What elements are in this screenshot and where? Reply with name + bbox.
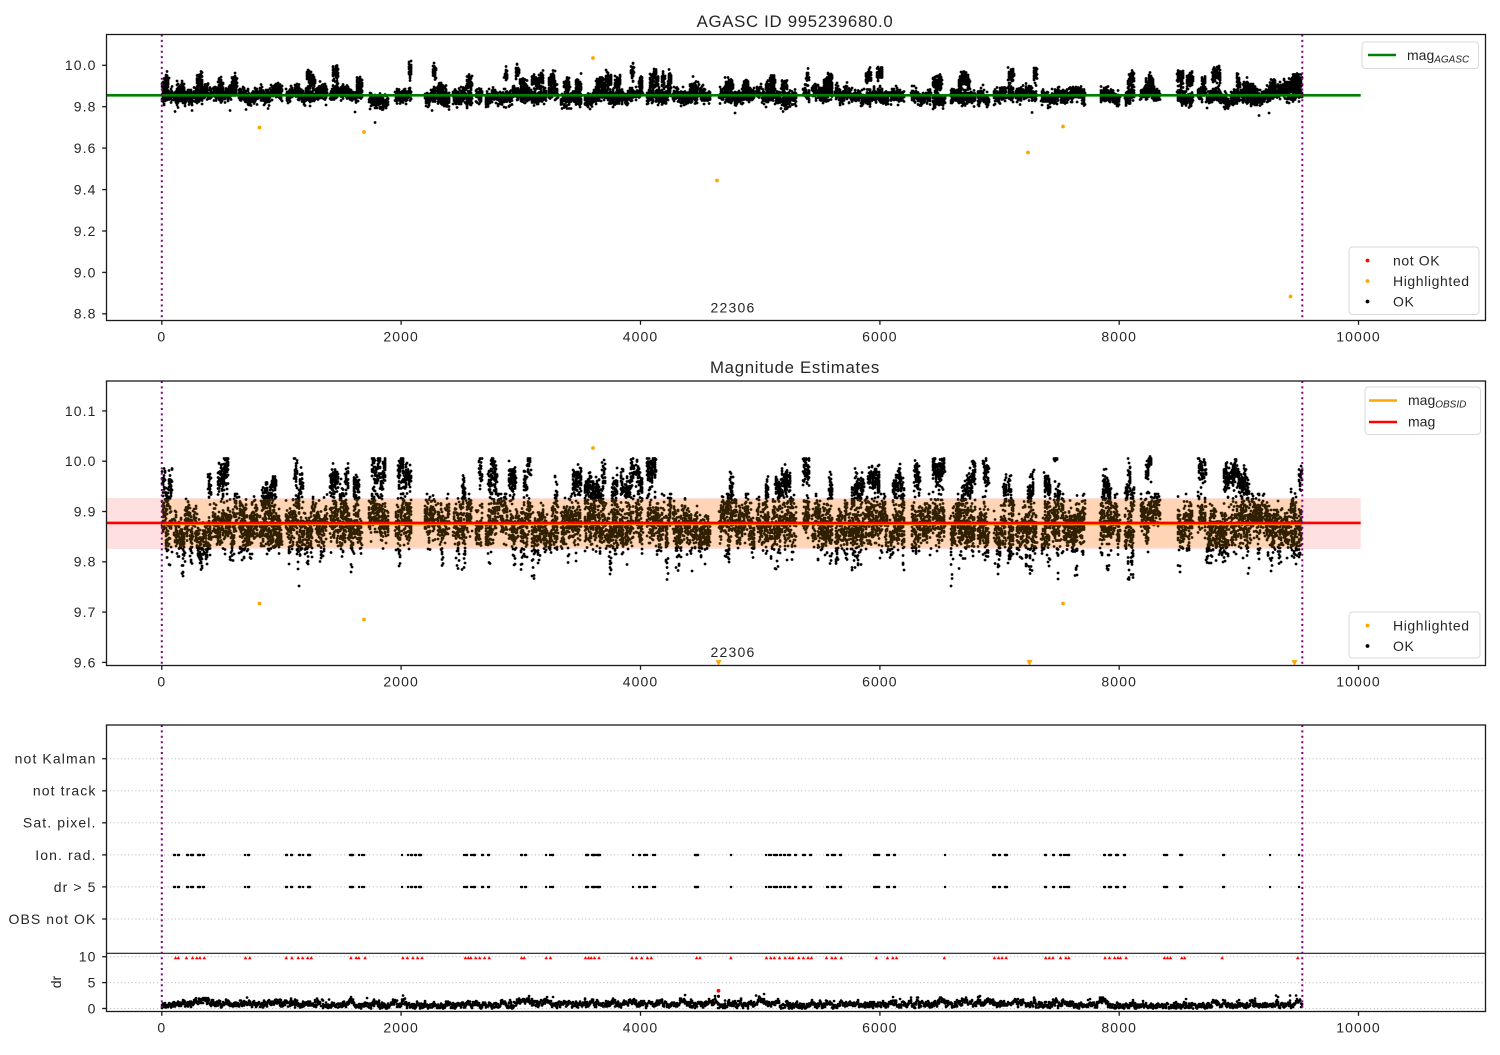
- svg-text:9.6: 9.6: [74, 140, 97, 156]
- svg-text:10: 10: [79, 949, 97, 965]
- svg-text:Sat. pixel.: Sat. pixel.: [23, 815, 97, 831]
- svg-text:Ion. rad.: Ion. rad.: [35, 847, 96, 863]
- svg-text:OK: OK: [1393, 293, 1414, 309]
- svg-text:10.0: 10.0: [65, 57, 97, 73]
- svg-text:2000: 2000: [383, 329, 419, 345]
- svg-text:9.6: 9.6: [74, 654, 97, 670]
- svg-text:OK: OK: [1393, 638, 1414, 654]
- svg-text:8000: 8000: [1101, 1020, 1137, 1036]
- svg-text:6000: 6000: [862, 329, 898, 345]
- svg-text:2000: 2000: [383, 1020, 419, 1036]
- svg-text:8.8: 8.8: [74, 306, 97, 322]
- svg-text:4000: 4000: [623, 329, 659, 345]
- svg-text:10000: 10000: [1336, 1020, 1380, 1036]
- svg-text:not track: not track: [33, 783, 97, 799]
- svg-text:0: 0: [88, 1000, 97, 1016]
- svg-text:9.8: 9.8: [74, 99, 97, 115]
- svg-text:10.0: 10.0: [65, 453, 97, 469]
- svg-text:4000: 4000: [623, 1020, 659, 1036]
- svg-text:dr > 5: dr > 5: [54, 879, 97, 895]
- svg-text:OBS not OK: OBS not OK: [8, 911, 96, 927]
- svg-text:Highlighted: Highlighted: [1393, 617, 1470, 633]
- svg-text:22306: 22306: [711, 300, 756, 316]
- svg-text:0: 0: [157, 329, 166, 345]
- svg-text:Magnitude Estimates: Magnitude Estimates: [710, 358, 880, 377]
- svg-text:Highlighted: Highlighted: [1393, 273, 1470, 289]
- svg-text:dr: dr: [48, 975, 64, 988]
- svg-text:10000: 10000: [1336, 674, 1380, 690]
- svg-text:not Kalman: not Kalman: [15, 751, 97, 767]
- svg-text:9.9: 9.9: [74, 503, 97, 519]
- svg-text:8000: 8000: [1101, 674, 1137, 690]
- svg-text:mag: mag: [1408, 414, 1435, 430]
- svg-text:9.8: 9.8: [74, 554, 97, 570]
- svg-text:9.0: 9.0: [74, 264, 97, 280]
- svg-text:6000: 6000: [862, 674, 898, 690]
- svg-text:10.1: 10.1: [65, 403, 97, 419]
- svg-text:0: 0: [157, 1020, 166, 1036]
- svg-text:6000: 6000: [862, 1020, 898, 1036]
- svg-text:10000: 10000: [1336, 329, 1380, 345]
- svg-text:AGASC ID 995239680.0: AGASC ID 995239680.0: [697, 12, 894, 31]
- svg-text:8000: 8000: [1101, 329, 1137, 345]
- svg-text:4000: 4000: [623, 674, 659, 690]
- svg-text:9.2: 9.2: [74, 223, 97, 239]
- svg-text:2000: 2000: [383, 674, 419, 690]
- svg-text:0: 0: [157, 674, 166, 690]
- svg-text:5: 5: [88, 975, 97, 991]
- svg-text:9.4: 9.4: [74, 182, 97, 198]
- svg-text:9.7: 9.7: [74, 604, 97, 620]
- svg-text:not OK: not OK: [1393, 252, 1440, 268]
- svg-text:22306: 22306: [711, 644, 756, 660]
